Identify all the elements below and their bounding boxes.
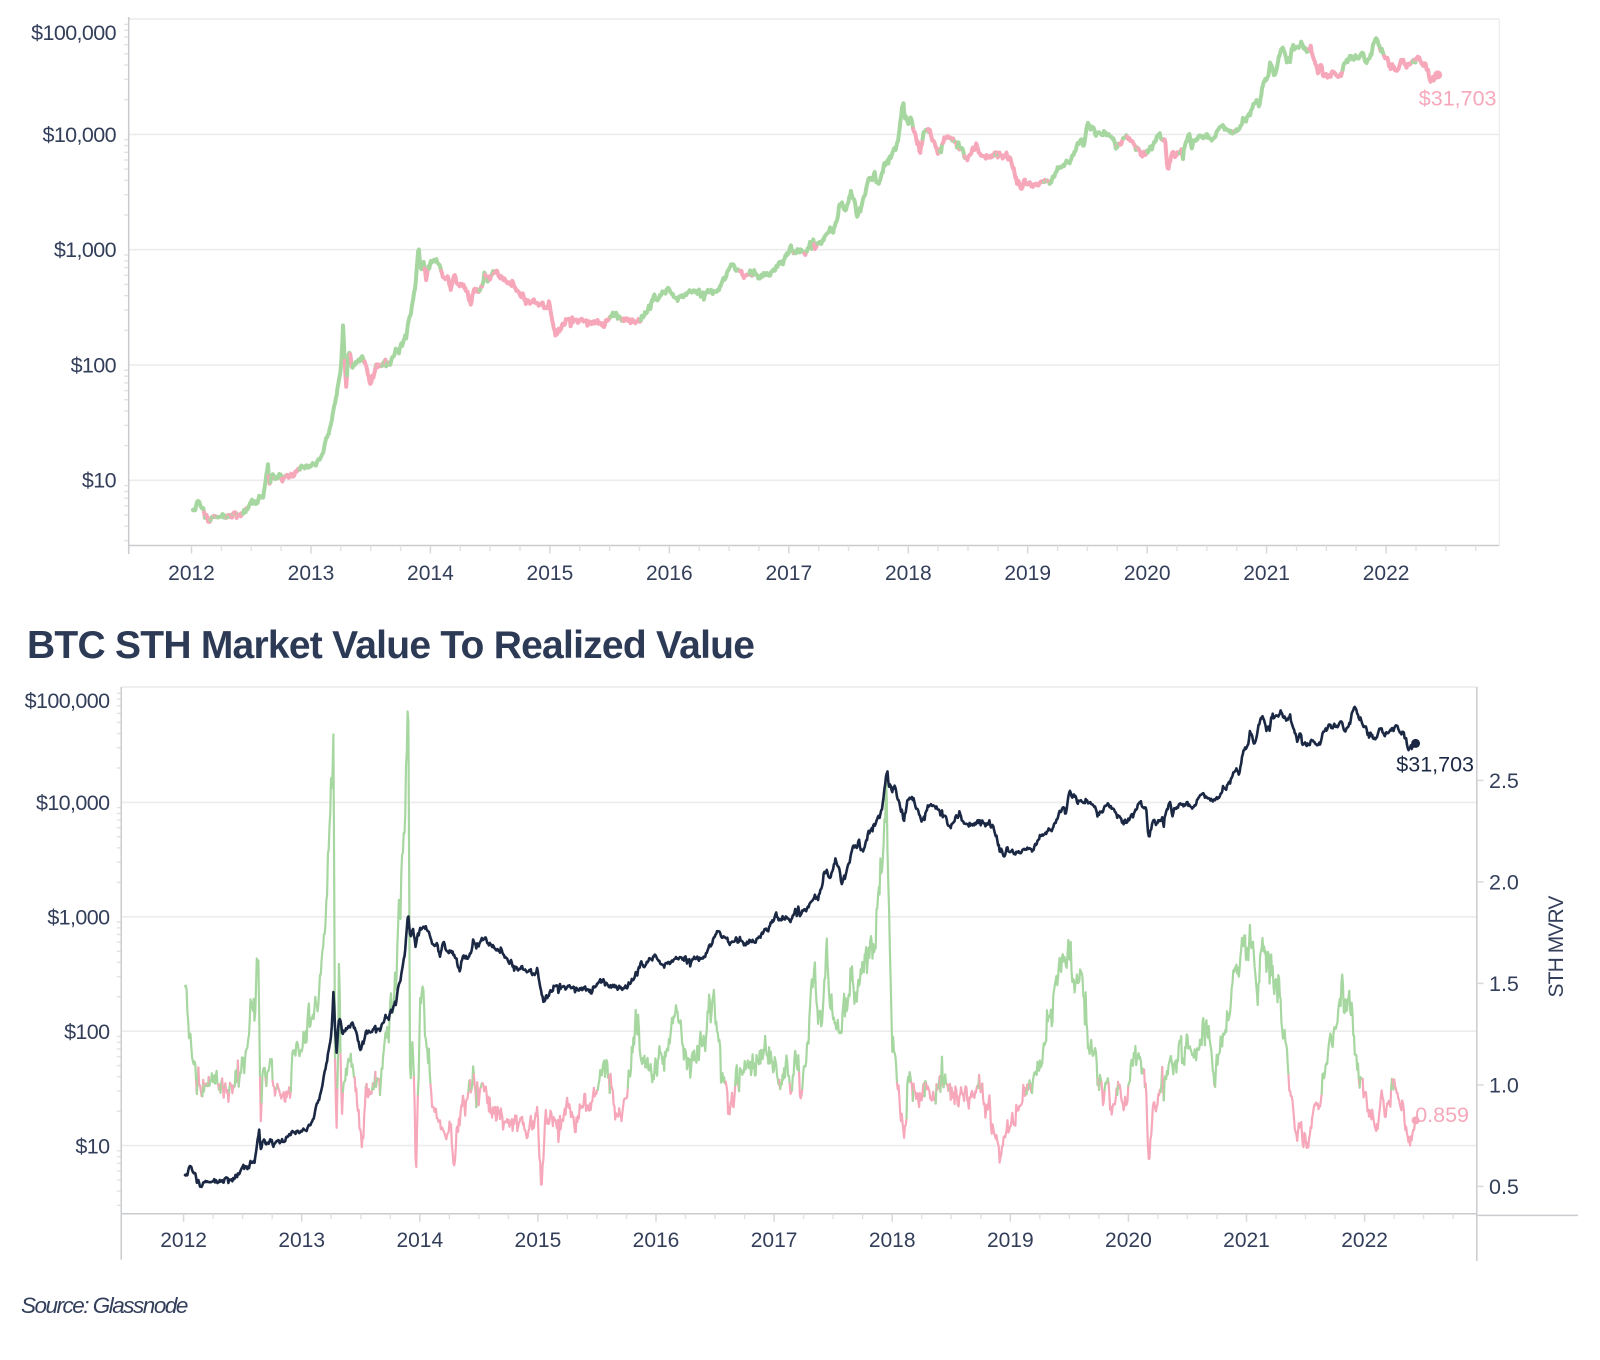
svg-text:$100: $100 xyxy=(71,353,117,377)
svg-text:2012: 2012 xyxy=(168,562,215,585)
svg-text:$10: $10 xyxy=(82,469,117,493)
svg-text:$10,000: $10,000 xyxy=(36,791,110,815)
svg-text:2021: 2021 xyxy=(1243,562,1290,585)
svg-text:2.5: 2.5 xyxy=(1489,769,1519,793)
svg-text:$1,000: $1,000 xyxy=(54,238,117,262)
svg-text:2021: 2021 xyxy=(1223,1229,1270,1252)
svg-text:STH MVRV: STH MVRV xyxy=(1545,896,1568,998)
svg-text:2022: 2022 xyxy=(1363,562,1410,585)
svg-text:2015: 2015 xyxy=(527,562,574,585)
svg-text:2012: 2012 xyxy=(160,1229,207,1252)
svg-text:$100,000: $100,000 xyxy=(31,21,117,45)
svg-text:2017: 2017 xyxy=(751,1229,798,1252)
svg-text:2017: 2017 xyxy=(765,562,812,585)
svg-text:BTC STH Market Value To Realiz: BTC STH Market Value To Realized Value xyxy=(27,624,754,667)
svg-text:0.859: 0.859 xyxy=(1415,1103,1469,1127)
svg-text:2019: 2019 xyxy=(1004,562,1051,585)
svg-text:$10,000: $10,000 xyxy=(42,123,116,147)
svg-text:$31,703: $31,703 xyxy=(1419,86,1497,110)
svg-text:2018: 2018 xyxy=(885,562,932,585)
svg-text:2014: 2014 xyxy=(396,1229,443,1252)
svg-text:2020: 2020 xyxy=(1124,562,1171,585)
svg-text:0.5: 0.5 xyxy=(1489,1175,1519,1199)
svg-text:2018: 2018 xyxy=(869,1229,916,1252)
svg-text:2022: 2022 xyxy=(1341,1229,1388,1252)
svg-text:2015: 2015 xyxy=(515,1229,562,1252)
svg-text:$10: $10 xyxy=(75,1134,110,1158)
svg-text:2016: 2016 xyxy=(646,562,693,585)
svg-text:Source: Glassnode: Source: Glassnode xyxy=(21,1293,188,1318)
svg-text:2019: 2019 xyxy=(987,1229,1034,1252)
svg-text:$31,703: $31,703 xyxy=(1396,753,1474,777)
svg-text:1.5: 1.5 xyxy=(1489,972,1519,996)
svg-text:2014: 2014 xyxy=(407,562,454,585)
svg-text:2.0: 2.0 xyxy=(1489,871,1519,895)
svg-text:2016: 2016 xyxy=(633,1229,680,1252)
svg-text:2013: 2013 xyxy=(278,1229,325,1252)
svg-text:$100: $100 xyxy=(64,1020,110,1044)
svg-text:1.0: 1.0 xyxy=(1489,1074,1519,1098)
svg-text:2020: 2020 xyxy=(1105,1229,1152,1252)
svg-text:$1,000: $1,000 xyxy=(47,906,110,930)
svg-text:2013: 2013 xyxy=(288,562,335,585)
svg-text:$100,000: $100,000 xyxy=(25,689,111,713)
